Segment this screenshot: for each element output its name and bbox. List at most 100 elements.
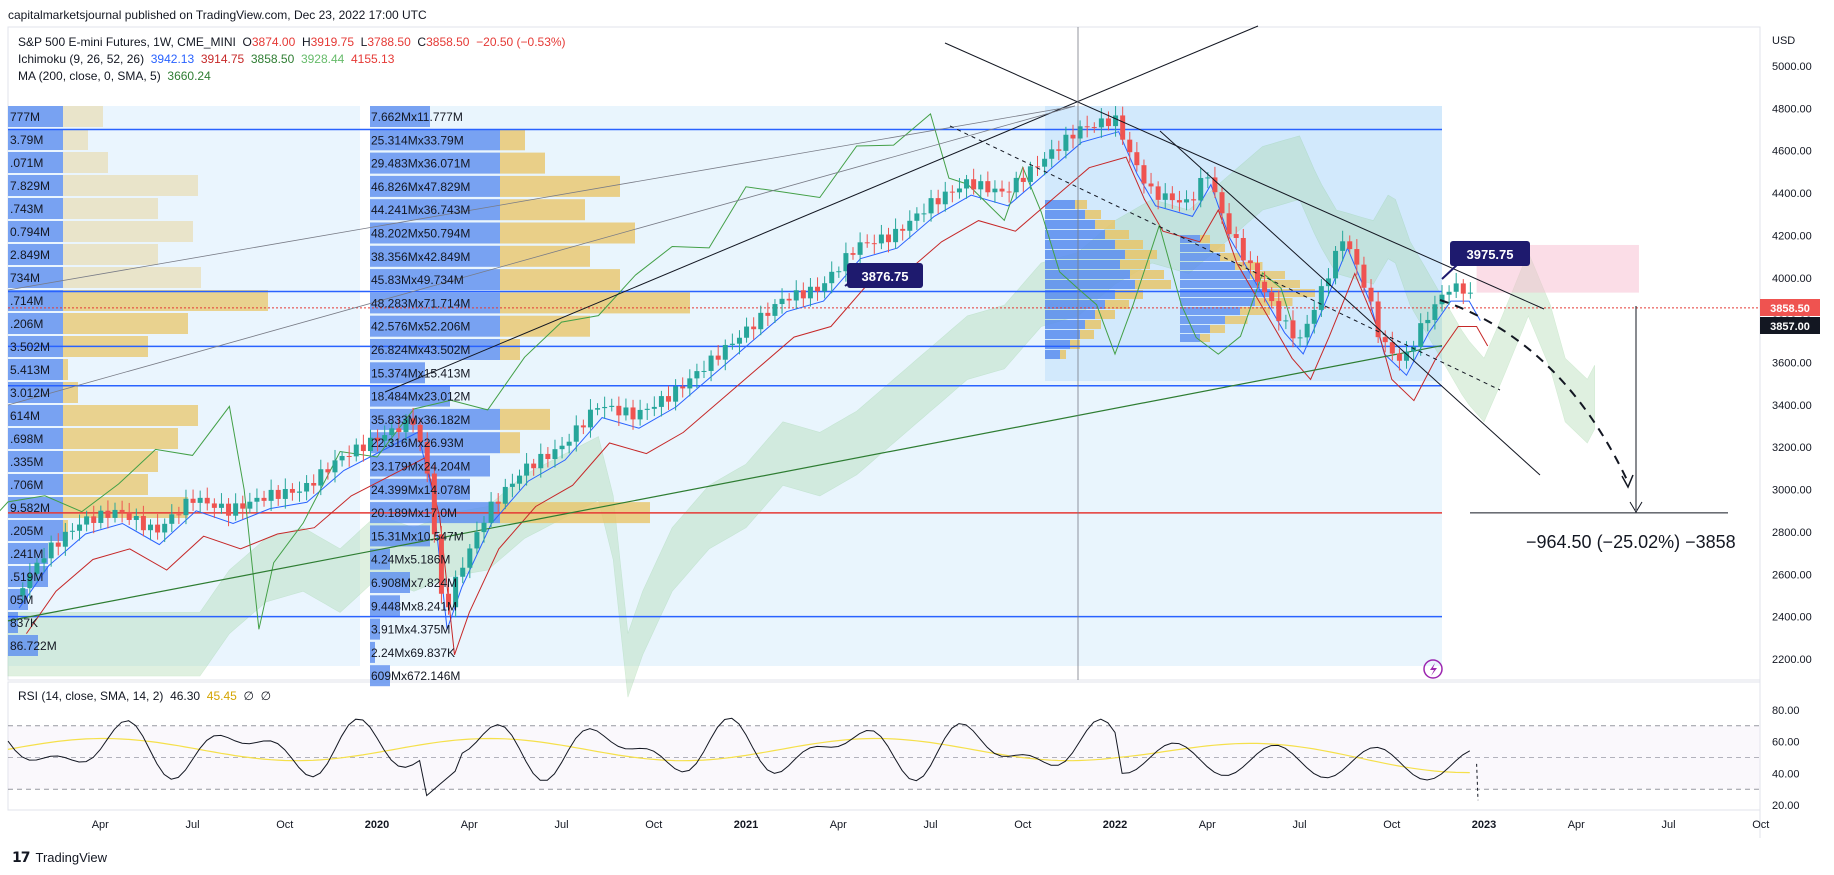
rsi-label: RSI (14, close, SMA, 14, 2): [18, 689, 164, 703]
candle-body: [914, 213, 920, 221]
candle-body: [431, 473, 437, 535]
candle-body: [1120, 115, 1126, 140]
vp-mid-blue: [370, 478, 470, 500]
vp-left-label: .698M: [10, 432, 43, 446]
candle-body: [573, 425, 579, 442]
candle-body: [978, 181, 984, 190]
candle-body: [446, 593, 452, 608]
candle-body: [417, 424, 423, 442]
candle-body: [1354, 249, 1360, 265]
candle-body: [1453, 283, 1459, 292]
vp-mid-blue: [370, 385, 450, 407]
candle-body: [197, 497, 203, 503]
vp-left-gold: [63, 290, 268, 311]
vp-mid-blue: [370, 222, 500, 244]
high-value: 3919.75: [310, 35, 354, 49]
vp-recent-blue: [1180, 325, 1210, 333]
time-axis-label: 2023: [1472, 819, 1496, 831]
candle-body: [438, 534, 444, 594]
vp-right-gold: [1115, 290, 1143, 299]
candle-body: [176, 514, 182, 516]
vp-left-gold: [63, 175, 198, 196]
vp-mid-blue: [370, 572, 410, 593]
vp-recent-gold: [1200, 235, 1210, 243]
volume-profile-labels: 777M 3.79M .071M 7.829M .743M 0.794M 2.849M 734…: [10, 110, 470, 683]
time-axis-label: 2020: [365, 819, 389, 831]
candle-body: [538, 453, 544, 469]
vp-recent-gold: [1255, 298, 1293, 306]
footer[interactable]: 𝟭𝟳 TradingView: [12, 849, 107, 866]
chart-legend: S&P 500 E-mini Futures, 1W, CME_MINI O38…: [18, 34, 566, 85]
vp-right-gold: [1105, 230, 1129, 239]
ma-row[interactable]: MA (200, close, 0, SMA, 5) 3660.24: [18, 68, 566, 85]
candle-body: [715, 355, 721, 360]
drawings: [7, 25, 1643, 680]
vp-mid-label: 29.483Mx36.071M: [371, 157, 470, 171]
vp-right-blue: [1045, 260, 1120, 269]
candle-body: [900, 228, 906, 231]
vp-recent-blue: [1180, 253, 1220, 261]
time-axis-label: Jul: [923, 819, 937, 831]
vp-right-blue: [1045, 220, 1095, 229]
ichimoku-row[interactable]: Ichimoku (9, 26, 52, 26) 3942.13 3914.75…: [18, 51, 566, 68]
vp-right-gold: [1120, 260, 1150, 269]
rsi-na-1: ∅: [243, 689, 254, 703]
projection-arrowhead: [1621, 474, 1634, 489]
symbol-label: S&P 500 E-mini Futures, 1W, CME_MINI: [18, 35, 236, 49]
last-price-tag: 3858.50: [1760, 299, 1820, 316]
candle-body: [1027, 166, 1033, 182]
vp-right-gold: [1095, 220, 1115, 229]
candle-body: [999, 188, 1005, 192]
vp-left-gold: [63, 198, 158, 219]
callout-3876-text: 3876.75: [862, 269, 909, 284]
candle-body: [1113, 115, 1119, 127]
time-axis-label: Oct: [1752, 819, 1769, 831]
candle-body: [595, 408, 601, 410]
vp-left-gold: [63, 244, 158, 265]
vp-recent-gold: [1240, 307, 1270, 315]
candle-body: [481, 522, 487, 533]
ichimoku-v3: 3858.50: [250, 52, 295, 66]
ma200-line: [7, 344, 1443, 622]
vp-left-label: 734M: [10, 271, 40, 285]
vp-left-gold: [63, 382, 78, 403]
vp-mid-label: 15.374Mx15.413M: [371, 366, 470, 380]
candle-body: [729, 343, 735, 345]
vp-left-label: 0.794M: [10, 225, 50, 239]
candle-body: [758, 312, 764, 330]
candle-body: [126, 511, 132, 520]
candle-body: [367, 437, 373, 452]
candle-body: [751, 326, 757, 330]
lightning-icon[interactable]: [1423, 659, 1443, 679]
candle-body: [942, 191, 948, 205]
candle-body: [91, 516, 97, 523]
callout-3876[interactable]: 3876.75: [844, 263, 923, 288]
candle-body: [1098, 118, 1104, 128]
vp-mid-blue: [370, 595, 400, 617]
vp-right-blue: [1045, 350, 1060, 359]
candle-body: [1070, 134, 1076, 139]
vp-recent-gold: [1210, 244, 1225, 252]
callout-3975[interactable]: 3975.75: [1441, 241, 1530, 280]
candle-body: [424, 441, 430, 474]
vp-right-blue: [1045, 270, 1130, 279]
time-axis-label: Apr: [1199, 819, 1216, 831]
vp-right-blue: [1045, 210, 1085, 219]
candle-body: [1148, 183, 1154, 187]
vp-left-blue: [8, 428, 63, 449]
symbol-row[interactable]: S&P 500 E-mini Futures, 1W, CME_MINI O38…: [18, 34, 566, 51]
candle-body: [843, 253, 849, 272]
vp-left-gold: [63, 106, 103, 127]
candle-body: [339, 455, 345, 461]
close-label: C: [417, 35, 427, 49]
rsi-legend[interactable]: RSI (14, close, SMA, 14, 2) 46.30 45.45 …: [18, 689, 271, 703]
rsi-value: 46.30: [170, 689, 201, 703]
price-tick-label: 4200.00: [1772, 230, 1812, 242]
candle-body: [20, 588, 26, 596]
vp-right-blue: [1045, 280, 1135, 289]
vp-mid-gold: [500, 432, 520, 454]
volume-profile: [8, 106, 1315, 687]
candle-body: [928, 198, 934, 214]
price-tick-label: 5000.00: [1772, 61, 1812, 73]
